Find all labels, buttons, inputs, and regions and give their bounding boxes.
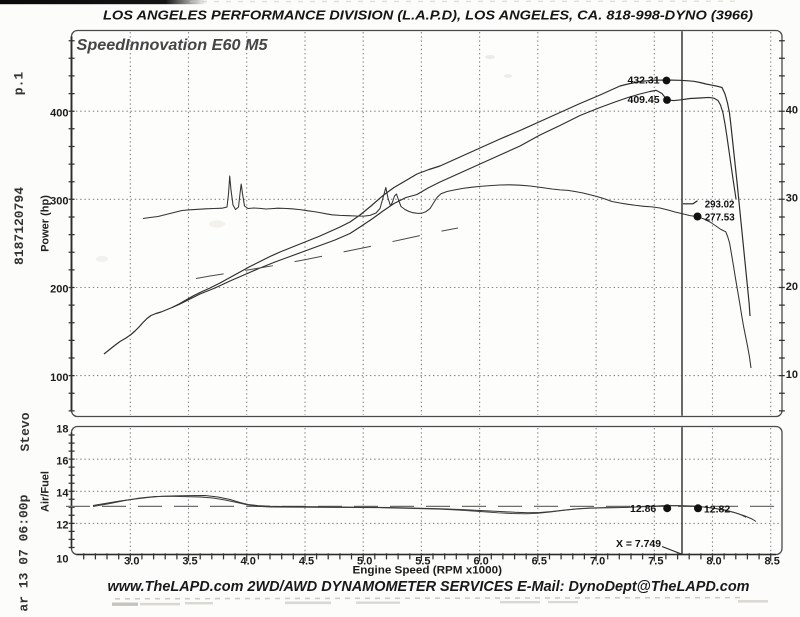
svg-text:3.0: 3.0 [124,556,139,568]
svg-text:X = 7.749: X = 7.749 [616,538,661,550]
svg-text:12.82: 12.82 [704,503,730,515]
svg-text:409.45: 409.45 [628,94,660,106]
svg-text:200: 200 [50,284,68,296]
svg-text:Engine Speed (RPM x1000): Engine Speed (RPM x1000) [353,565,503,577]
svg-text:20: 20 [786,281,798,293]
svg-text:8187120794: 8187120794 [12,187,27,265]
svg-text:8.5: 8.5 [765,556,780,568]
svg-text:SpeedInnovation E60 M5: SpeedInnovation E60 M5 [77,37,269,54]
svg-text:400: 400 [50,107,68,119]
svg-text:300: 300 [50,196,68,208]
svg-text:www.TheLAPD.com 2WD/AWD DYNAMO: www.TheLAPD.com 2WD/AWD DYNAMOMETER SERV… [108,578,750,595]
svg-text:100: 100 [50,372,68,384]
svg-text:7.5: 7.5 [648,556,663,568]
svg-text:30: 30 [786,193,798,205]
svg-text:12: 12 [56,520,68,532]
svg-text:277.53: 277.53 [705,211,735,223]
svg-text:LOS ANGELES PERFORMANCE DIVISI: LOS ANGELES PERFORMANCE DIVISION (L.A.P.… [103,9,753,23]
svg-text:10: 10 [56,553,68,565]
svg-text:8.0: 8.0 [706,556,721,568]
svg-text:Stevo: Stevo [18,412,33,451]
svg-text:40: 40 [786,105,798,117]
svg-text:10: 10 [786,369,798,381]
svg-text:432.31: 432.31 [628,74,660,86]
svg-text:p.1: p.1 [12,72,27,96]
svg-text:14: 14 [56,488,69,500]
svg-text:Power (hp): Power (hp) [39,195,51,252]
svg-text:293.02: 293.02 [705,198,735,210]
svg-text:Air/Fuel: Air/Fuel [39,471,51,512]
svg-text:3.5: 3.5 [182,556,197,568]
svg-text:6.5: 6.5 [532,556,547,568]
svg-text:12.86: 12.86 [630,503,656,515]
svg-text:Mar 13 07 06:00p: Mar 13 07 06:00p [17,494,32,612]
svg-text:16: 16 [56,455,68,467]
svg-text:4.0: 4.0 [241,556,256,568]
svg-text:18: 18 [56,424,68,436]
svg-text:7.0: 7.0 [590,556,605,568]
svg-text:4.5: 4.5 [299,556,314,568]
